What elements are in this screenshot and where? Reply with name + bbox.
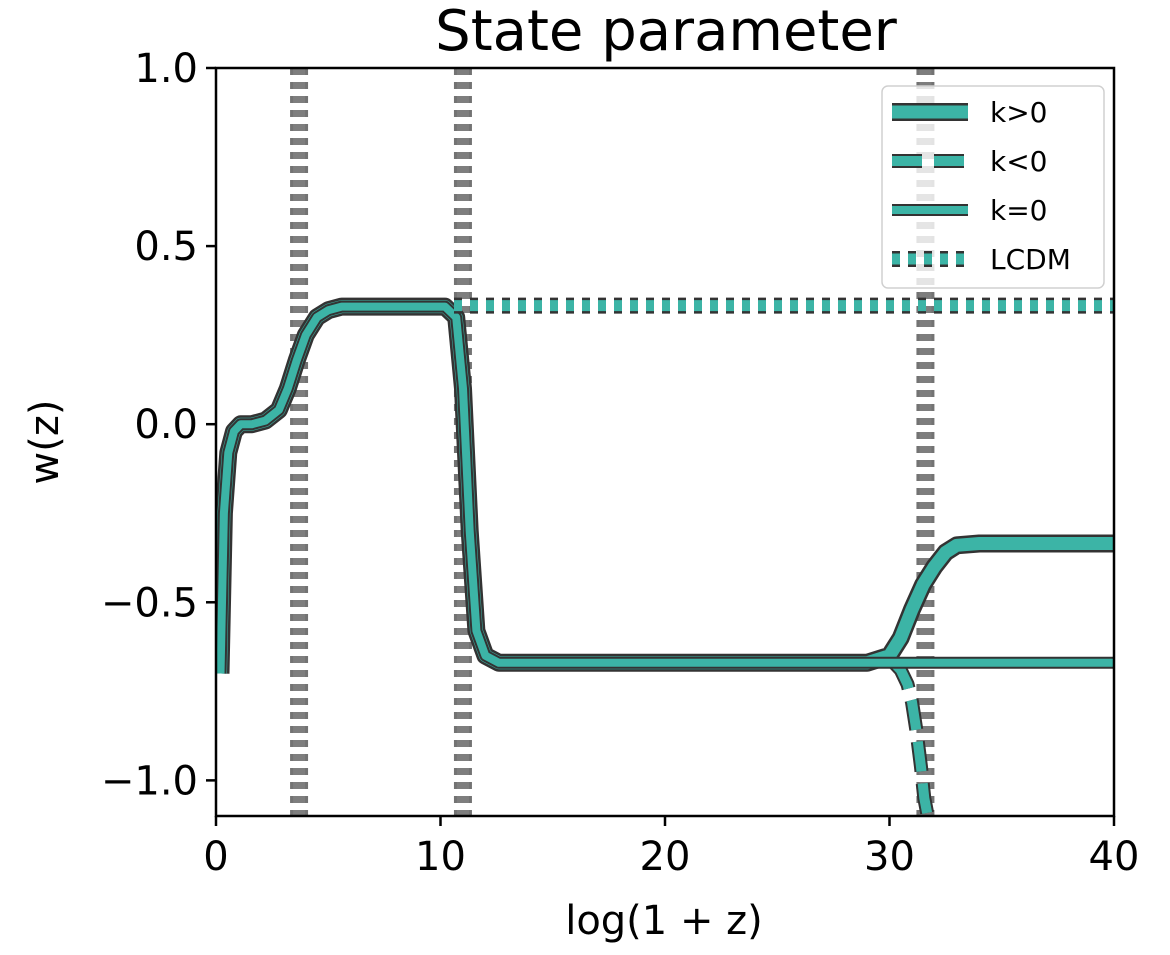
x-tick-label: 40 <box>1089 834 1140 880</box>
y-tick-label: −0.5 <box>101 580 198 626</box>
legend-label-k-0: k>0 <box>990 96 1048 129</box>
series-layer <box>216 297 1114 816</box>
y-tick-label: 1.0 <box>134 46 198 92</box>
y-tick-label: 0.5 <box>134 224 198 270</box>
x-tick-label: 30 <box>864 834 915 880</box>
x-tick-label: 20 <box>640 834 691 880</box>
x-axis-ticks: 0 10 20 30 40 <box>203 816 1139 880</box>
y-tick-label: 0.0 <box>134 402 198 448</box>
y-axis-ticks: 1.0 0.5 0.0 −0.5 −1.0 <box>101 46 216 804</box>
legend-label-k-0: k=0 <box>990 194 1048 227</box>
y-tick-label: −1.0 <box>101 758 198 804</box>
y-axis-label: w(z) <box>22 400 68 485</box>
legend-label-k-0: k<0 <box>990 145 1048 178</box>
series-k-0-line <box>890 659 933 816</box>
x-axis-label: log(1 + z) <box>565 898 763 944</box>
legend-label-lcdm: LCDM <box>990 243 1071 276</box>
legend: k>0 k<0 k=0 LCDM <box>881 85 1105 289</box>
legend-box <box>881 85 1105 289</box>
series-k-0-line <box>216 302 1114 674</box>
x-tick-label: 10 <box>415 834 466 880</box>
x-tick-label: 0 <box>203 834 228 880</box>
chart-title: State parameter <box>435 0 898 64</box>
